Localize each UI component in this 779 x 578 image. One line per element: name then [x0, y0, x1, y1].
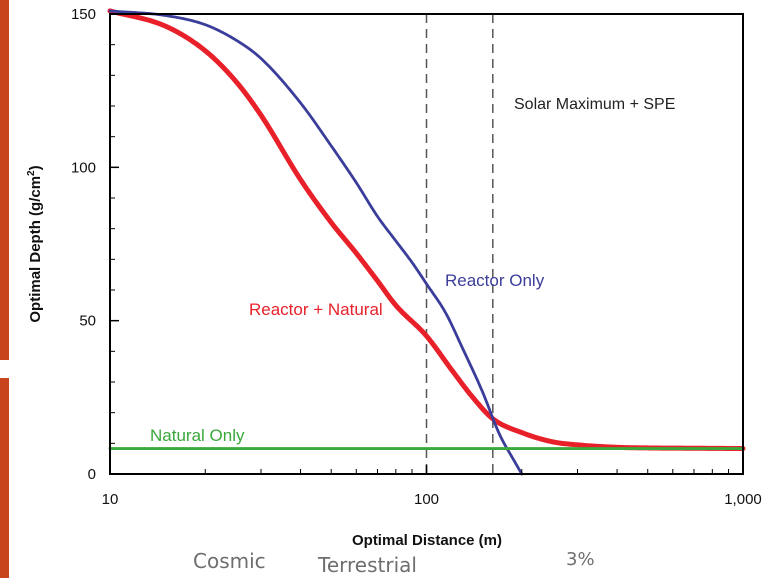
series-line-reactor-natural — [107, 8, 746, 452]
annotation-reactor-natural: Reactor + Natural — [249, 300, 383, 319]
y-axis-label-main: Optimal Depth (g/cm — [27, 176, 44, 323]
left-edge-bar-bottom — [0, 378, 9, 578]
y-tick-label: 100 — [71, 159, 96, 176]
annotation-solar-maximum: Solar Maximum + SPE — [514, 96, 675, 113]
x-tick-label: 100 — [414, 491, 439, 508]
y-tick-label: 0 — [88, 466, 96, 483]
y-axis-label-tail: ) — [27, 165, 44, 170]
bottom-fragment-terrestrial: Terrestrial — [318, 553, 417, 577]
y-axis-label-superscript: 2 — [26, 170, 37, 176]
curves-layer — [107, 8, 746, 476]
y-tick-label: 150 — [71, 6, 96, 23]
y-tick-label: 50 — [79, 313, 96, 330]
annotation-natural-only: Natural Only — [150, 426, 245, 445]
y-axis-label: Optimal Depth (g/cm2) — [26, 165, 44, 322]
ticks-layer: 10 100 1,000 0 50 100 150 — [71, 6, 762, 508]
x-tick-label: 10 — [102, 491, 119, 508]
x-axis-label: Optimal Distance (m) — [352, 532, 502, 549]
series-line-reactor-only — [108, 9, 524, 476]
annotation-reactor-only: Reactor Only — [445, 271, 545, 290]
x-tick-label: 1,000 — [724, 491, 762, 508]
bottom-fragment-cosmic: Cosmic — [193, 549, 266, 573]
bottom-fragment-percent: 3% — [566, 549, 595, 570]
left-edge-bar-top — [0, 0, 9, 360]
